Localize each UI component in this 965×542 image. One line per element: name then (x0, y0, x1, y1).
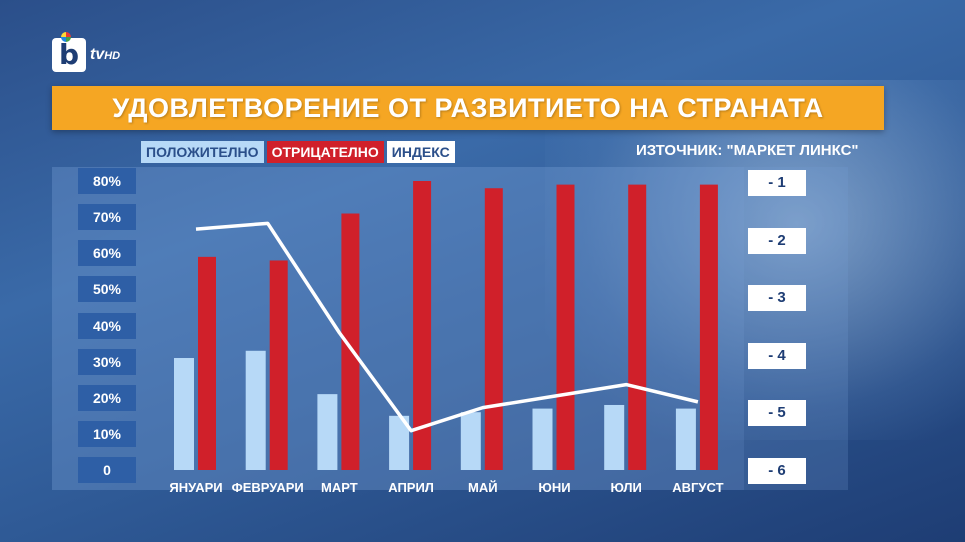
index-axis-panel (744, 167, 848, 490)
y2-tick-label: - 5 (748, 400, 806, 427)
y2-tick-label: - 1 (748, 170, 806, 196)
logo-tv: tv (90, 46, 105, 63)
channel-logo: b tvHD (52, 32, 120, 72)
bar-positive (245, 350, 266, 470)
bar-positive (317, 394, 338, 470)
bar-negative (341, 213, 360, 470)
bar-negative (556, 184, 575, 471)
y2-tick-label: - 2 (748, 227, 806, 254)
title-bar: УДОВЛЕТВОРЕНИЕ ОТ РАЗВИТИЕТО НА СТРАНАТА (52, 86, 884, 130)
chart-title: УДОВЛЕТВОРЕНИЕ ОТ РАЗВИТИЕТО НА СТРАНАТА (112, 92, 824, 123)
bar-positive (532, 408, 553, 470)
y-tick-label: 20% (78, 384, 136, 411)
y-tick-label: 80% (78, 168, 136, 194)
y-tick-label: 40% (78, 312, 136, 339)
bar-negative (269, 260, 288, 470)
x-tick-label: МАЙ (468, 480, 498, 495)
bar-positive (460, 412, 481, 470)
logo-mark: b (52, 32, 86, 72)
bar-negative (699, 184, 718, 471)
y-tick-label: 70% (78, 204, 136, 231)
bar-positive (389, 415, 410, 470)
y-tick-label: 50% (78, 276, 136, 303)
logo-hd: HD (104, 50, 121, 62)
bar-positive (675, 408, 696, 470)
x-tick-label: ФЕВРУАРИ (231, 480, 304, 495)
background-glow (545, 80, 965, 440)
bar-negative (628, 184, 647, 471)
index-line (195, 221, 699, 433)
y2-tick-label: - 4 (748, 342, 806, 369)
source-label: ИЗТОЧНИК: "МАРКЕТ ЛИНКС" (636, 142, 859, 159)
x-tick-label: МАРТ (321, 480, 358, 495)
bar-positive (604, 404, 625, 470)
x-tick-label: ЮНИ (538, 480, 571, 495)
legend-negative: ОТРИЦАТЕЛНО (266, 141, 384, 163)
bar-negative (413, 181, 432, 470)
x-tick-label: ЮЛИ (610, 480, 642, 495)
y-tick-label: 60% (78, 240, 136, 267)
legend: ПОЛОЖИТЕЛНО ОТРИЦАТЕЛНО ИНДЕКС (141, 141, 455, 163)
y-tick-label: 10% (78, 420, 136, 447)
y2-tick-label: - 6 (748, 458, 806, 484)
x-tick-label: ЯНУАРИ (169, 480, 223, 495)
y-tick-label: 30% (78, 348, 136, 375)
y-tick-label: 0 (78, 457, 136, 483)
bar-negative (198, 256, 216, 470)
y2-tick-label: - 3 (748, 285, 806, 312)
legend-index: ИНДЕКС (386, 141, 455, 163)
bar-positive (174, 358, 194, 470)
bar-negative (484, 188, 503, 470)
x-tick-label: АПРИЛ (388, 480, 434, 495)
logo-text: tvHD (90, 46, 120, 64)
x-tick-label: АВГУСТ (672, 480, 724, 495)
legend-positive: ПОЛОЖИТЕЛНО (141, 141, 264, 163)
